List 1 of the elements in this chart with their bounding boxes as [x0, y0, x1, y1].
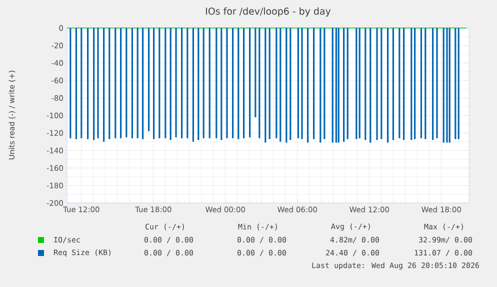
chart-title: IOs for /dev/loop6 - by day [206, 7, 331, 17]
